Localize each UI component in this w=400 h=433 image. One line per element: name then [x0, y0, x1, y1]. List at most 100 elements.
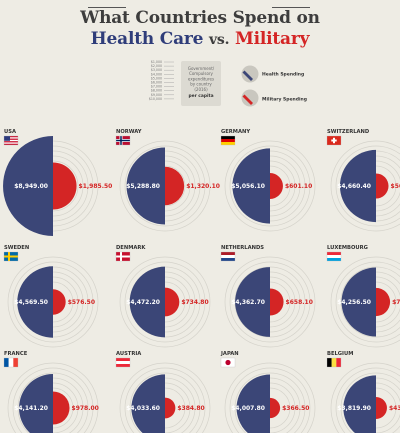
scale-ring	[129, 372, 201, 433]
scale-ring	[330, 362, 400, 433]
scale-ring	[335, 145, 400, 227]
scale-ring	[119, 256, 211, 348]
military-value-label: $1,320.10	[186, 183, 220, 190]
military-value-label: $561.30	[391, 183, 400, 190]
health-semicircle	[3, 136, 54, 236]
scale-ring	[335, 261, 400, 343]
country-name: FRANCE	[4, 351, 28, 357]
country-name: USA	[4, 129, 16, 135]
flag-icon-sweden	[3, 251, 19, 262]
title-health-care: Health Care	[90, 29, 204, 49]
country-panel-switzerland: SWITZERLAND $4,660.40 $561.30	[326, 129, 400, 232]
country-panel-austria: AUSTRIA $4,033.60 $384.80	[115, 351, 211, 433]
flag-part	[4, 143, 18, 145]
flag-border	[115, 357, 131, 368]
title-line-2: Health Care vs. Military	[0, 28, 400, 51]
legend-military-icon-bg	[241, 89, 259, 107]
scale-tick-label: $3,000	[151, 68, 162, 72]
country-name: SWITZERLAND	[327, 129, 370, 135]
country-name: AUSTRIA	[116, 351, 141, 357]
flag-part	[221, 258, 235, 261]
flag-icon-norway	[115, 135, 131, 146]
scale-ring	[124, 145, 206, 227]
military-semicircle	[53, 289, 66, 315]
military-value-label: $658.10	[286, 299, 313, 306]
country-panel-belgium: BELGIUM $3,819.90 $431.30	[326, 351, 400, 433]
flag-icon-france	[3, 357, 19, 368]
flag-icon-japan	[220, 357, 236, 368]
health-semicircle	[232, 148, 270, 224]
flag-part	[13, 358, 18, 367]
flag-border	[115, 135, 131, 146]
scale-ring	[7, 362, 99, 433]
scale-tick-label: $6,000	[151, 81, 162, 85]
health-value-label: $4,007.80	[231, 405, 265, 412]
health-semicircle	[131, 374, 165, 433]
legend-health-label: Health Spending	[262, 72, 304, 78]
scale-ring	[119, 362, 211, 433]
military-value-label: $978.00	[72, 405, 99, 412]
scale-ring	[124, 261, 206, 343]
military-value-label: $1,985.50	[79, 183, 113, 190]
military-value-label: $601.10	[285, 183, 312, 190]
flag-icon-germany	[220, 135, 236, 146]
flag-icon-austria	[115, 357, 131, 368]
country-name: JAPAN	[220, 351, 239, 357]
health-semicircle	[236, 374, 270, 433]
flag-border	[326, 251, 342, 262]
flag-part	[4, 136, 10, 141]
military-value-label: $431.30	[389, 405, 400, 412]
scale-ring	[229, 261, 311, 343]
health-value-label: $5,056.10	[231, 183, 265, 190]
flag-part	[4, 358, 9, 367]
legend-box-text: by country	[190, 82, 212, 87]
flag-border	[220, 357, 236, 368]
country-name: GERMANY	[221, 129, 250, 135]
military-semicircle	[376, 397, 387, 419]
scale-ring	[7, 256, 99, 348]
scale-ring	[234, 372, 306, 433]
health-semicircle	[126, 147, 165, 225]
scale-ring	[224, 140, 316, 232]
military-value-label: $366.50	[282, 405, 309, 412]
flag-border	[220, 135, 236, 146]
flag-icon-denmark	[115, 251, 131, 262]
flag-part	[336, 358, 341, 367]
flag-part	[221, 139, 235, 142]
scale-ring	[12, 367, 94, 433]
flag-border	[3, 135, 19, 146]
legend-military-icon	[242, 94, 253, 105]
scale-tick-label: $9,000	[151, 93, 162, 97]
health-semicircle	[339, 149, 376, 223]
military-semicircle	[53, 162, 77, 210]
flag-part	[327, 252, 341, 255]
military-semicircle	[270, 288, 284, 316]
flag-border	[3, 251, 19, 262]
scale-ring	[224, 362, 316, 433]
country-panels: USA $8,949.00 $1,985.50 NORWAY $5,288.80 $1,3…	[3, 129, 400, 433]
scale-ring	[330, 256, 400, 348]
military-value-label: $710.40	[392, 299, 400, 306]
scale-tick-label: $1,000	[151, 60, 162, 64]
health-value-label: $4,256.50	[337, 299, 371, 306]
scale-ring	[119, 140, 211, 232]
flag-part	[116, 358, 130, 361]
title-military: Military	[235, 29, 310, 49]
flag-border	[115, 251, 131, 262]
legend-box-text: (2016)	[194, 87, 208, 92]
flag-part	[116, 255, 130, 258]
flag-part	[225, 359, 231, 366]
country-name: BELGIUM	[327, 351, 353, 357]
health-value-label: $8,949.00	[14, 183, 48, 190]
flag-icon-luxembourg	[326, 251, 342, 262]
scale-tick-label: $2,000	[151, 64, 162, 68]
country-name: DENMARK	[116, 245, 146, 251]
scale-ring	[229, 145, 311, 227]
legend-box-text: Government/	[188, 66, 215, 71]
flag-icon-switzerland	[326, 135, 342, 146]
health-semicircle	[343, 375, 376, 433]
country-name: LUXEMBOURG	[327, 245, 368, 251]
health-value-label: $4,569.50	[14, 299, 48, 306]
country-panel-usa: USA $8,949.00 $1,985.50	[3, 129, 112, 236]
